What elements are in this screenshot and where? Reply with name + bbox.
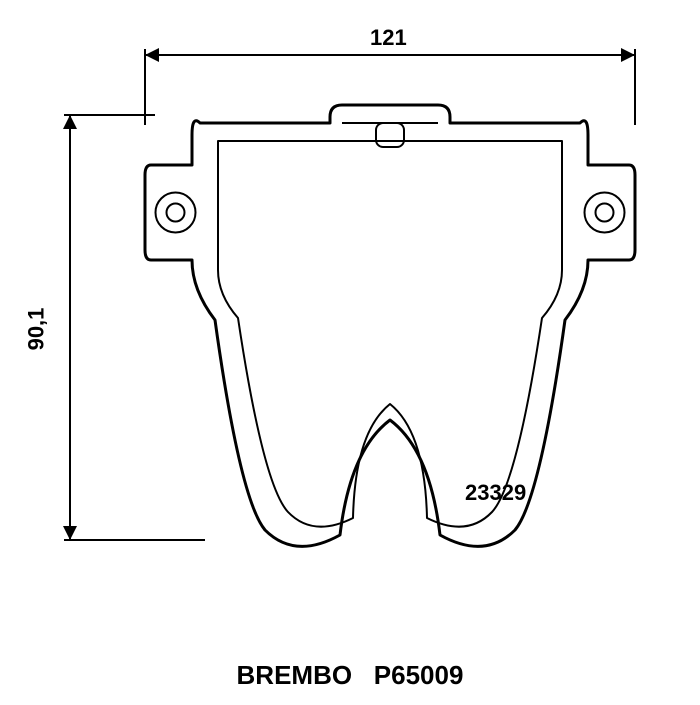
drawing-canvas: 121 90,1 23329 BREMBO P65009	[0, 0, 700, 700]
catalog-footer: BREMBO P65009	[0, 660, 700, 691]
width-dimension-label: 121	[370, 25, 407, 51]
catalog-number-label: P65009	[374, 660, 464, 690]
brand-label: BREMBO	[237, 660, 353, 690]
technical-svg	[0, 0, 700, 700]
height-dimension-label: 90,1	[23, 307, 49, 350]
part-number-label: 23329	[465, 480, 526, 506]
